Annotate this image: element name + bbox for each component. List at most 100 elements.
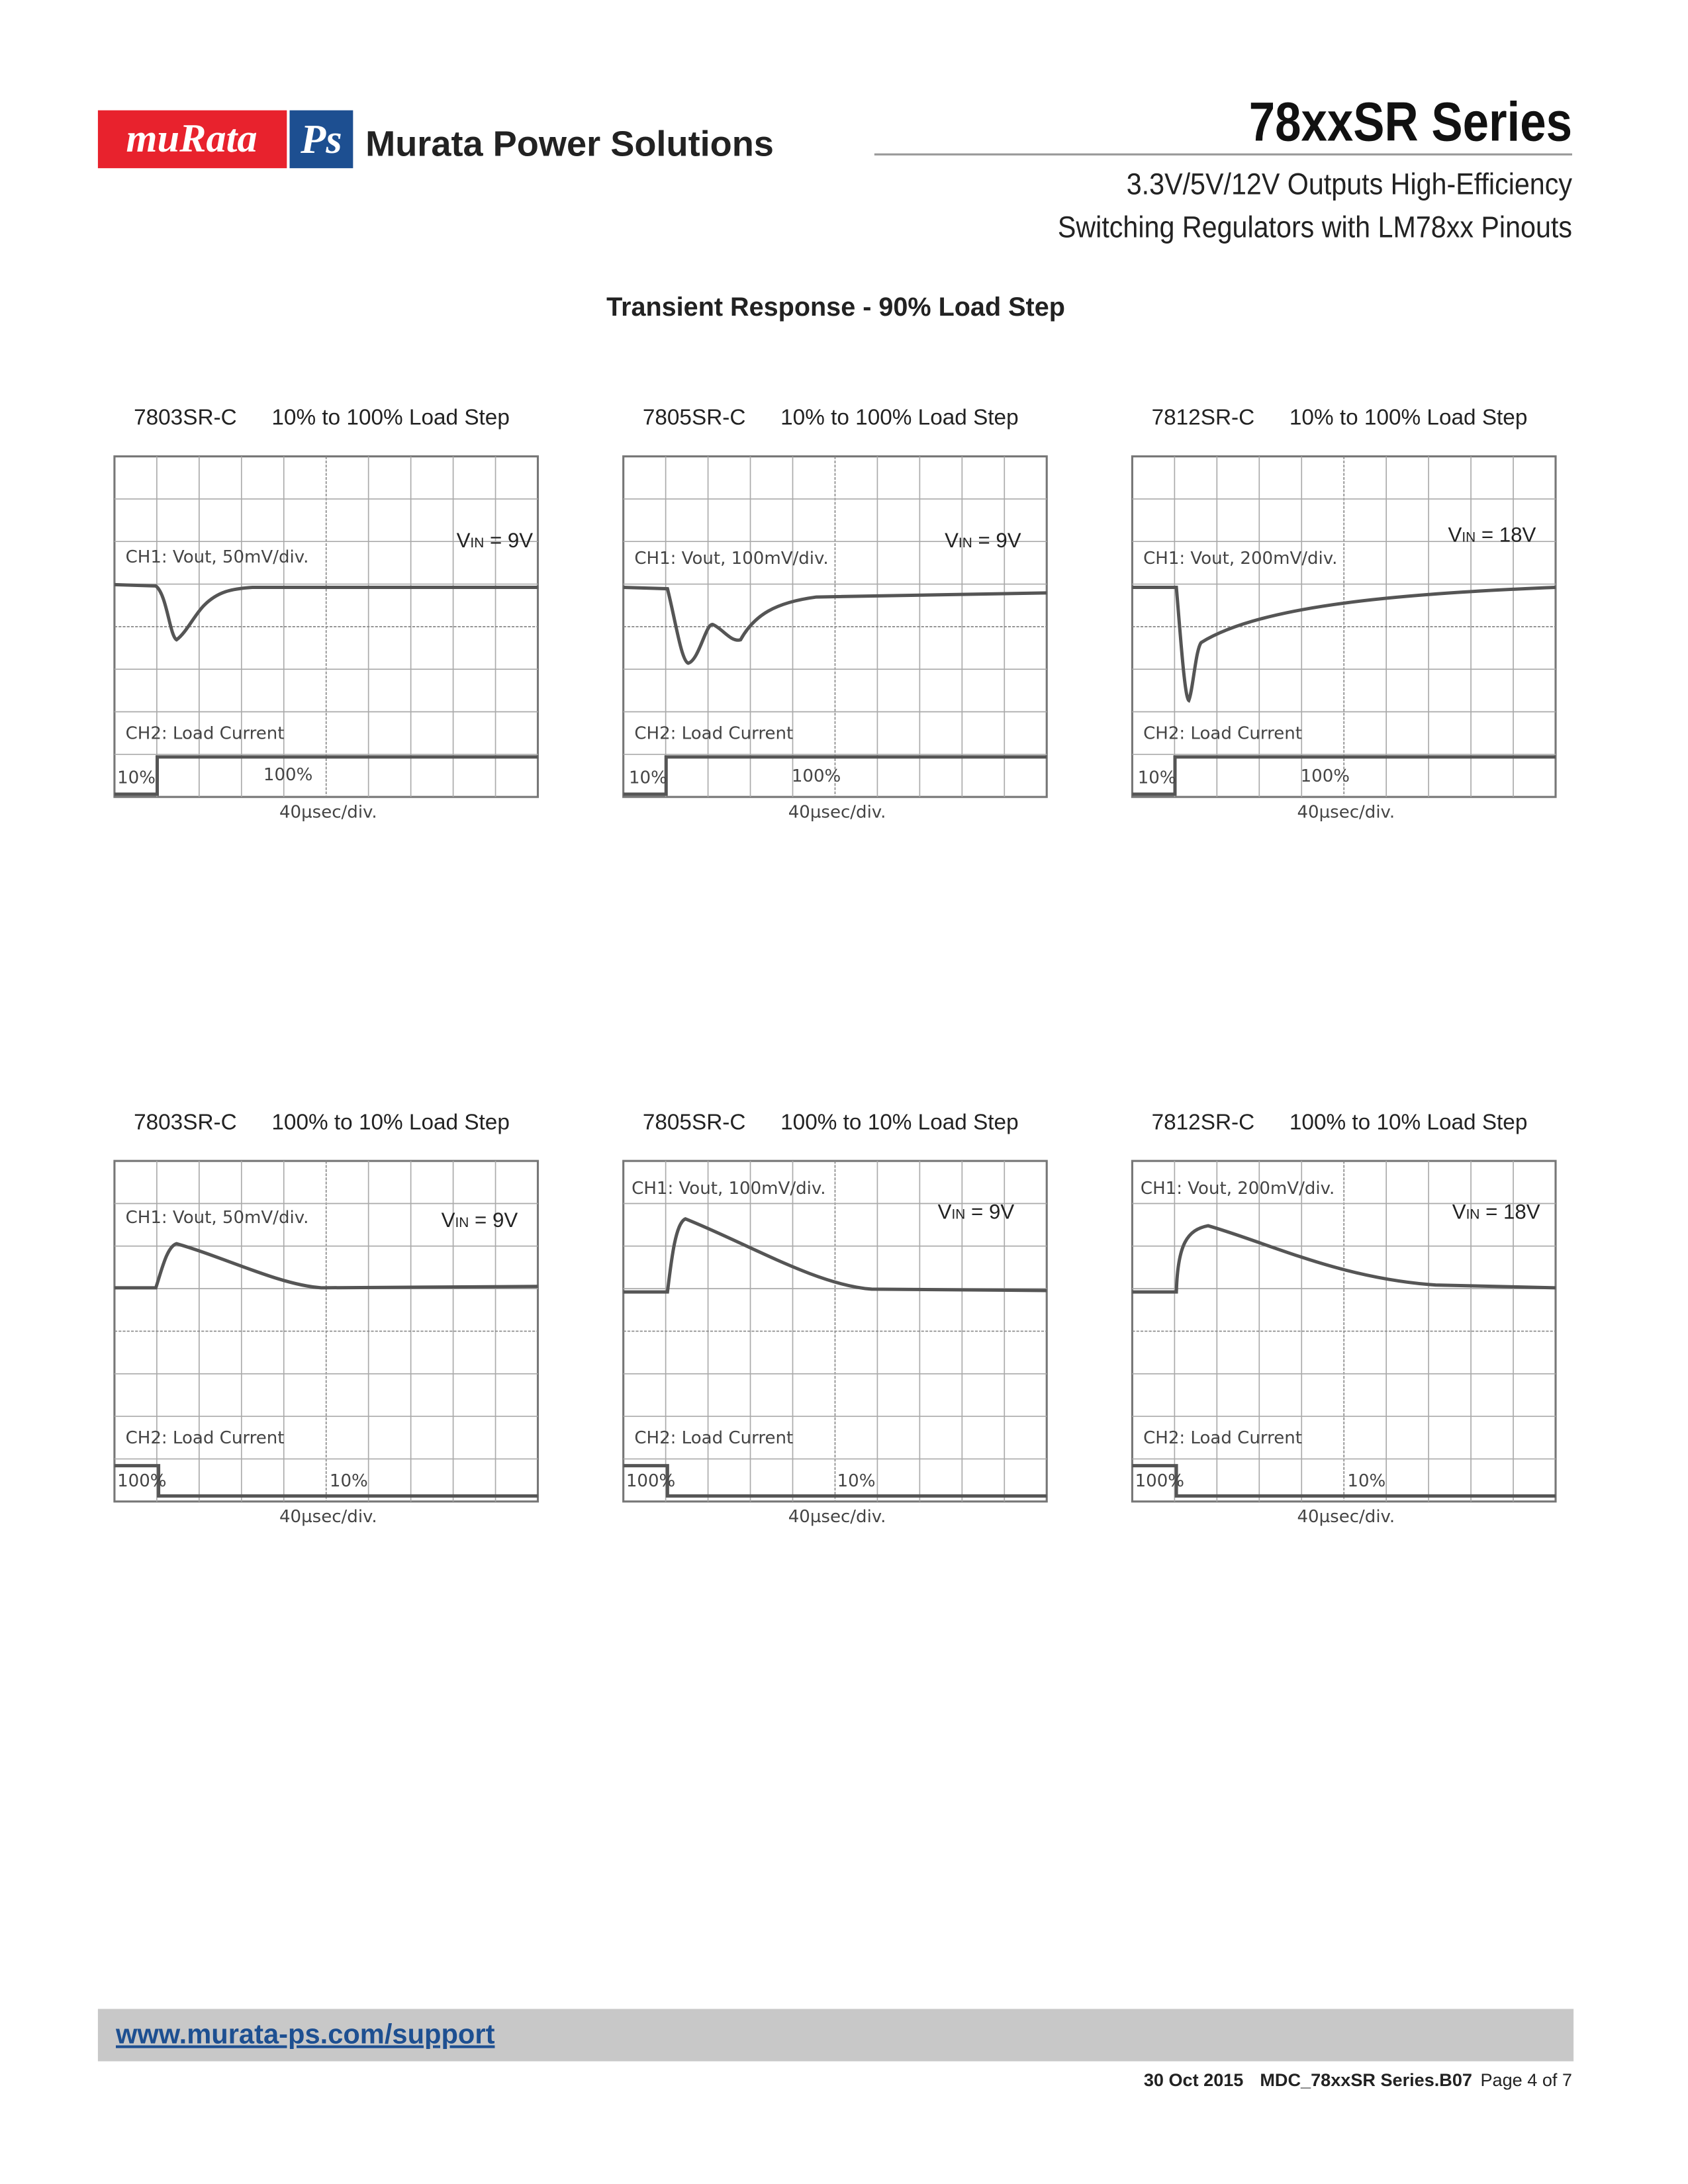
vin-rest: = 9V: [965, 1201, 1014, 1224]
vin-label: VIN = 9V: [938, 1201, 1015, 1224]
level-label: 100%: [263, 765, 312, 785]
logo-mark: Ps: [300, 116, 342, 162]
vin-rest: = 9V: [972, 529, 1021, 552]
section-title: Transient Response - 90% Load Step: [606, 293, 1065, 322]
level-label: 100%: [1135, 1471, 1184, 1491]
timebase: 40µsec/div.: [279, 802, 377, 822]
part-number: 7805SR-C: [643, 406, 746, 430]
vin-rest: = 9V: [469, 1208, 518, 1232]
vin-label: VIN = 18V: [1452, 1201, 1540, 1224]
level-label: 100%: [626, 1471, 675, 1491]
scope-panel: 7803SR-C 100% to 10% Load Step CH1: Vout, …: [113, 1110, 539, 1527]
logo: muRata: [126, 116, 258, 161]
vin-rest: = 18V: [1479, 1201, 1540, 1224]
scope-panel: 7805SR-C 10% to 100% Load Step CH1: Vout, …: [622, 406, 1048, 822]
ch2-label: CH2: Load Current: [634, 724, 793, 744]
vin-label: VIN = 18V: [1448, 523, 1536, 547]
vin-sub: IN: [952, 1207, 966, 1222]
ch2-label: CH2: Load Current: [1143, 1428, 1302, 1448]
vin-sub: IN: [1466, 1207, 1480, 1222]
current-trace: [1132, 755, 1556, 796]
vin-rest: = 18V: [1476, 523, 1536, 547]
vin-sub: IN: [1462, 530, 1476, 545]
vin-v: V: [945, 529, 959, 552]
part-number: 7803SR-C: [134, 1110, 237, 1134]
ch2-label: CH2: Load Current: [1143, 724, 1302, 744]
ch2-label: CH2: Load Current: [634, 1428, 793, 1448]
vin-rest: = 9V: [484, 529, 533, 552]
level-label: 10%: [1347, 1471, 1385, 1491]
subtitle: Switching Regulators with LM78xx Pinouts: [1058, 210, 1572, 244]
vin-v: V: [938, 1201, 952, 1224]
step-label: 10% to 100% Load Step: [271, 406, 509, 430]
vin-v: V: [442, 1208, 455, 1232]
step-label: 10% to 100% Load Step: [780, 406, 1018, 430]
vout-trace: [623, 1216, 1047, 1294]
ch1-label: CH1: Vout, 200mV/div.: [1143, 549, 1337, 569]
logo-box: [97, 110, 287, 169]
current-trace: [114, 755, 538, 796]
timebase: 40µsec/div.: [788, 802, 886, 822]
vout-trace: [623, 586, 1047, 665]
current-trace: [114, 1464, 538, 1498]
vout-trace: [1132, 586, 1556, 704]
current-trace: [623, 1464, 1047, 1498]
footer-meta: 30 Oct 2015 MDC_78xxSR Series.B07 Page 4 o…: [1144, 2070, 1572, 2090]
timebase: 40µsec/div.: [279, 1507, 377, 1527]
level-label: 100%: [117, 1471, 166, 1491]
level-label: 10%: [1138, 768, 1176, 788]
ch1-label: CH1: Vout, 50mV/div.: [126, 1208, 309, 1228]
vin-sub: IN: [455, 1215, 469, 1230]
timebase: 40µsec/div.: [1297, 1507, 1395, 1527]
part-number: 7812SR-C: [1152, 406, 1255, 430]
current-trace: [1132, 1464, 1556, 1498]
scope-panel: 7805SR-C 100% to 10% Load Step CH1: Vout, …: [622, 1110, 1048, 1527]
level-label: 100%: [792, 766, 841, 786]
timebase: 40µsec/div.: [1297, 802, 1395, 822]
step-label: 10% to 100% Load Step: [1289, 406, 1527, 430]
level-label: 10%: [330, 1471, 368, 1491]
vin-v: V: [457, 529, 471, 552]
part-number: 7812SR-C: [1152, 1110, 1255, 1134]
step-label: 100% to 10% Load Step: [780, 1110, 1018, 1134]
footer-bar: [97, 2009, 1574, 2062]
vin-v: V: [1452, 1201, 1466, 1224]
part-number: 7803SR-C: [134, 406, 237, 430]
ch1-label: CH1: Vout, 200mV/div.: [1141, 1179, 1335, 1199]
subtitle: 3.3V/5V/12V Outputs High-Efficiency: [1127, 168, 1572, 201]
footer-date: 30 Oct 2015: [1144, 2070, 1244, 2090]
ch2-label: CH2: Load Current: [126, 1428, 285, 1448]
panels: 7803SR-C 10% to 100% Load Step CH1: Vout, …: [113, 406, 1557, 1527]
footer-page: Page 4 of 7: [1480, 2070, 1572, 2090]
current-trace: [623, 755, 1047, 796]
ch2-label: CH2: Load Current: [126, 724, 285, 744]
footer-doc: MDC_78xxSR Series.B07: [1260, 2070, 1472, 2090]
ch1-label: CH1: Vout, 100mV/div.: [634, 549, 828, 569]
vin-label: VIN = 9V: [457, 529, 534, 552]
logo-mark-box: [289, 110, 353, 169]
vout-trace: [114, 1242, 538, 1290]
scope-panel: 7803SR-C 10% to 100% Load Step CH1: Vout, …: [113, 406, 539, 822]
vin-sub: IN: [959, 535, 972, 551]
company: Murata Power Solutions: [365, 124, 774, 163]
vout-trace: [1132, 1224, 1556, 1294]
level-label: 10%: [837, 1471, 876, 1491]
scope-panel: 7812SR-C 100% to 10% Load Step CH1: Vout, …: [1131, 1110, 1557, 1527]
series-title: 78xxSR Series: [1249, 91, 1572, 153]
step-label: 100% to 10% Load Step: [1289, 1110, 1527, 1134]
part-number: 7805SR-C: [643, 1110, 746, 1134]
level-label: 100%: [1301, 766, 1350, 786]
timebase: 40µsec/div.: [788, 1507, 886, 1527]
ch1-label: CH1: Vout, 50mV/div.: [126, 547, 309, 567]
vin-label: VIN = 9V: [945, 529, 1021, 552]
scope-panel: 7812SR-C 10% to 100% Load Step CH1: Vout, …: [1131, 406, 1557, 822]
ch1-label: CH1: Vout, 100mV/div.: [632, 1179, 825, 1199]
footer-link[interactable]: www.murata-ps.com/support: [115, 2019, 495, 2050]
vin-sub: IN: [470, 535, 484, 551]
vout-trace: [114, 582, 538, 642]
step-label: 100% to 10% Load Step: [271, 1110, 509, 1134]
level-label: 10%: [629, 768, 667, 788]
level-label: 10%: [117, 768, 156, 788]
